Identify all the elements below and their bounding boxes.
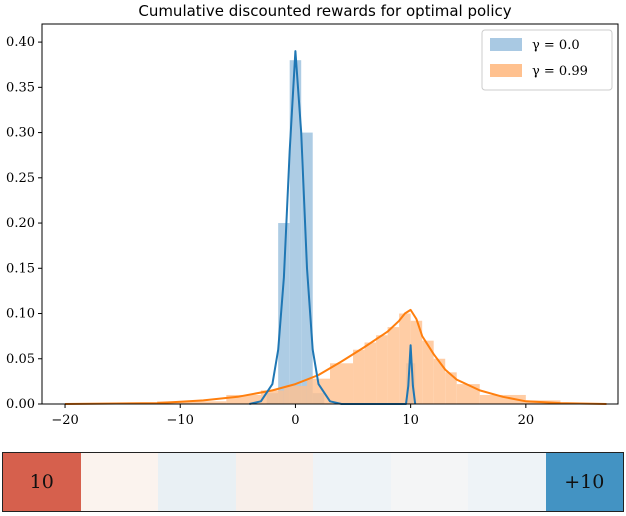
histogram-bar-2-9 xyxy=(376,335,388,404)
histogram-bar-2-16 xyxy=(456,384,480,404)
histogram-bar-2-12 xyxy=(410,320,423,404)
legend-label-1: γ = 0.0 xyxy=(532,38,580,53)
y-tick-label: 0.25 xyxy=(6,171,35,186)
legend: γ = 0.0 γ = 0.99 xyxy=(481,29,613,91)
axis-ticks: −20 −10 0 10 20 0.00 0.05 0.10 0.15 0.20 0.25 0.30 0… xyxy=(6,35,534,428)
histogram-bar-2-13 xyxy=(422,340,434,404)
color-strip: 10 +10 xyxy=(2,452,624,512)
x-tick-label: −10 xyxy=(167,413,194,428)
histogram-bar-2-5 xyxy=(306,378,330,404)
color-cell-2 xyxy=(80,453,158,511)
histogram-bar-2-10 xyxy=(387,327,400,404)
histogram-bar-2-6 xyxy=(330,363,354,404)
chart: Cumulative discounted rewards for optima… xyxy=(6,2,619,428)
x-tick-label: 0 xyxy=(291,413,299,428)
color-cell-8: +10 xyxy=(545,453,623,511)
histogram-bar-1-2 xyxy=(278,223,290,404)
y-tick-label: 0.05 xyxy=(6,352,35,367)
color-cell-4 xyxy=(235,453,313,511)
x-tick-label: −20 xyxy=(51,413,78,428)
histogram-bar-2-11 xyxy=(399,313,411,404)
legend-swatch-1 xyxy=(490,38,522,51)
legend-swatch-2 xyxy=(490,64,522,77)
color-cell-6 xyxy=(390,453,468,511)
axes-frame xyxy=(41,23,619,405)
histogram-bar-1-3 xyxy=(289,60,302,404)
plot-area xyxy=(64,50,607,405)
histogram-bar-2-4 xyxy=(283,385,307,404)
legend-label-2: γ = 0.99 xyxy=(532,64,588,79)
x-tick-label: 20 xyxy=(518,413,535,428)
color-cell-1: 10 xyxy=(3,453,81,511)
color-cell-5 xyxy=(313,453,391,511)
color-cell-7 xyxy=(468,453,546,511)
y-tick-label: 0.20 xyxy=(6,216,35,231)
histogram-bar-2-1 xyxy=(157,401,227,404)
histogram-bar-2-14 xyxy=(433,358,446,404)
y-tick-label: 0.00 xyxy=(6,397,35,412)
chart-title: Cumulative discounted rewards for optima… xyxy=(138,2,511,20)
x-tick-label: 10 xyxy=(402,413,419,428)
histogram-bar-2-15 xyxy=(445,372,457,404)
kde-line-2 xyxy=(64,308,607,405)
histogram-bar-2-2 xyxy=(226,394,261,404)
histogram-bar-2-17 xyxy=(479,394,526,404)
histogram-bar-2-8 xyxy=(364,342,377,404)
color-cell-3 xyxy=(158,453,236,511)
y-tick-label: 0.15 xyxy=(6,261,35,276)
kde-line-1 xyxy=(249,50,417,405)
y-tick-label: 0.40 xyxy=(6,35,35,50)
y-tick-label: 0.35 xyxy=(6,80,35,95)
y-tick-label: 0.10 xyxy=(6,307,35,322)
histogram-bar-2-7 xyxy=(353,349,365,404)
y-tick-label: 0.30 xyxy=(6,126,35,141)
